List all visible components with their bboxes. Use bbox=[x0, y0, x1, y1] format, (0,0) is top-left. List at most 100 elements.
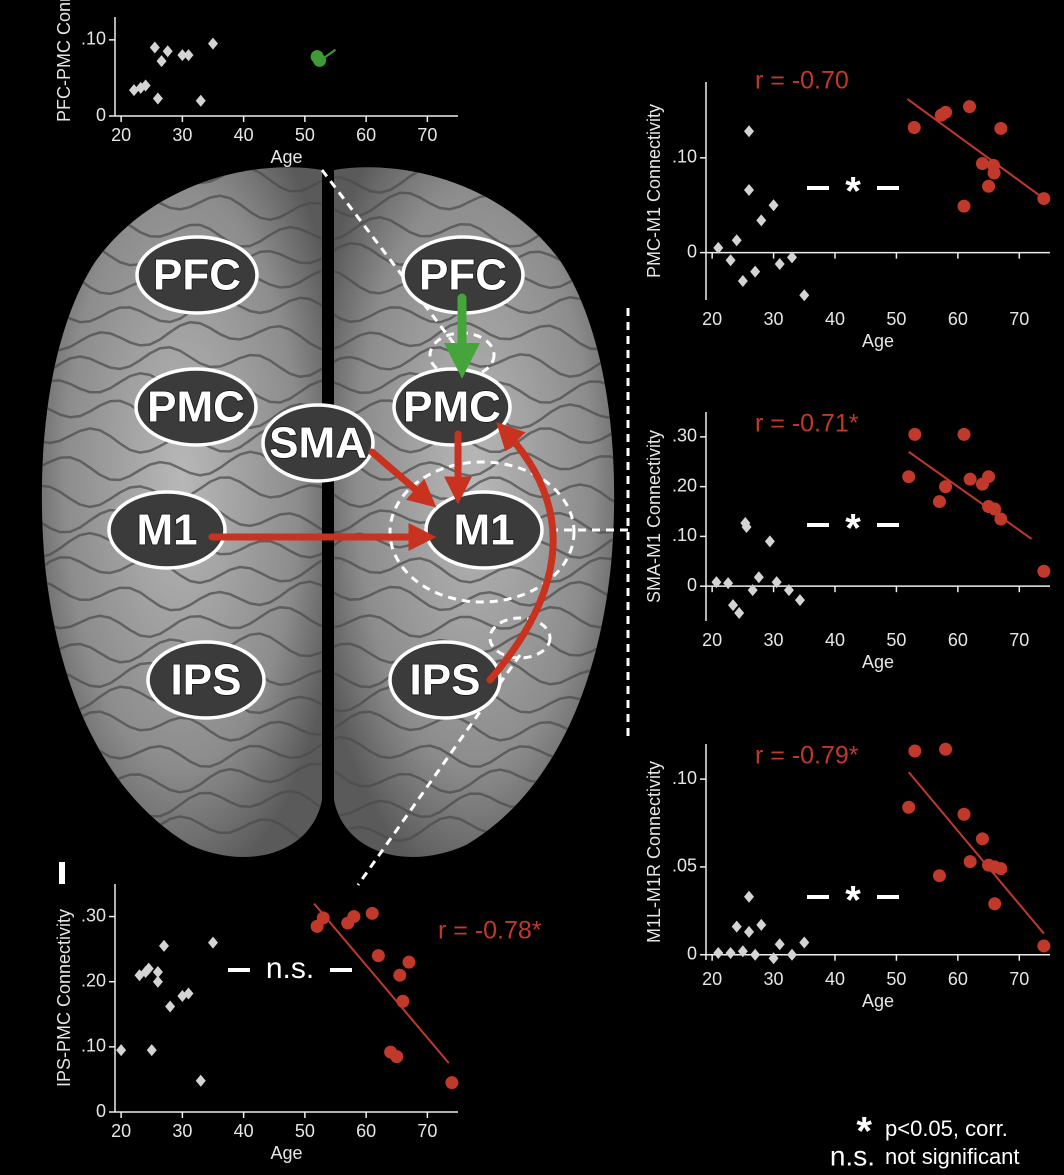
data-point bbox=[734, 607, 745, 620]
data-point bbox=[982, 179, 996, 193]
data-point bbox=[313, 53, 327, 67]
data-point bbox=[183, 49, 194, 62]
data-point bbox=[1037, 564, 1051, 578]
gyrus bbox=[41, 789, 615, 818]
y-axis-label: PMC-M1 Connectivity bbox=[644, 104, 664, 278]
data-point bbox=[737, 945, 748, 958]
data-point bbox=[177, 49, 188, 62]
data-point bbox=[149, 41, 160, 54]
data-point bbox=[1037, 939, 1051, 953]
x-tick-label: 30 bbox=[172, 125, 192, 145]
data-point bbox=[787, 251, 797, 264]
data-point bbox=[744, 184, 754, 197]
x-axis-label: Age bbox=[862, 652, 894, 672]
data-point bbox=[799, 936, 810, 949]
node-shape bbox=[261, 403, 375, 483]
data-point bbox=[195, 1074, 206, 1087]
data-point bbox=[768, 952, 779, 965]
x-tick-label: 50 bbox=[295, 1121, 315, 1141]
data-point bbox=[747, 584, 758, 597]
fit-line bbox=[906, 98, 1045, 200]
data-point bbox=[750, 265, 761, 278]
mask bbox=[340, 30, 470, 70]
data-point bbox=[908, 427, 922, 441]
x-axis-label: Age bbox=[270, 147, 302, 167]
data-point bbox=[723, 577, 734, 590]
data-point bbox=[932, 495, 946, 509]
mark bbox=[59, 862, 65, 884]
node-label: IPS bbox=[171, 656, 242, 705]
x-tick-label: 30 bbox=[764, 969, 784, 989]
data-point bbox=[994, 121, 1008, 135]
y-tick-label: .10 bbox=[672, 525, 697, 545]
data-point bbox=[987, 166, 1001, 180]
x-tick-label: 20 bbox=[702, 309, 722, 329]
data-point bbox=[764, 535, 775, 548]
x-tick-label: 20 bbox=[702, 630, 722, 650]
data-point bbox=[756, 214, 767, 227]
legend-text: not significant bbox=[885, 1144, 1020, 1169]
x-axis-label: Age bbox=[862, 991, 894, 1011]
data-point bbox=[195, 94, 206, 107]
legend-text: p<0.05, corr. bbox=[885, 1116, 1008, 1141]
data-point bbox=[152, 92, 163, 105]
node-shape bbox=[134, 367, 258, 447]
x-tick-label: 40 bbox=[825, 309, 845, 329]
node-label: SMA bbox=[269, 419, 367, 468]
data-point bbox=[988, 897, 1002, 911]
dashed-circle bbox=[488, 616, 552, 660]
gyrus bbox=[41, 815, 615, 845]
significance: * bbox=[845, 879, 861, 923]
data-point bbox=[756, 918, 767, 931]
data-point bbox=[774, 257, 785, 270]
data-point bbox=[774, 938, 785, 951]
data-point bbox=[783, 584, 794, 597]
y-tick-label: .10 bbox=[81, 1036, 106, 1056]
y-tick-label: .10 bbox=[672, 147, 697, 167]
x-axis-label: Age bbox=[862, 331, 894, 351]
x-tick-label: 30 bbox=[764, 309, 784, 329]
y-tick-label: .10 bbox=[81, 29, 106, 49]
data-point bbox=[737, 275, 748, 288]
fit-line bbox=[908, 450, 1033, 540]
data-point bbox=[994, 862, 1008, 876]
data-point bbox=[750, 948, 761, 961]
data-point bbox=[963, 855, 977, 869]
data-point bbox=[713, 946, 724, 959]
x-tick-label: 30 bbox=[764, 630, 784, 650]
data-point bbox=[741, 520, 752, 533]
data-point bbox=[957, 427, 971, 441]
x-tick-label: 40 bbox=[234, 1121, 254, 1141]
data-point bbox=[939, 480, 953, 494]
x-tick-label: 60 bbox=[948, 630, 968, 650]
data-point bbox=[939, 742, 953, 756]
data-point bbox=[140, 79, 151, 92]
data-point bbox=[347, 910, 361, 924]
data-point bbox=[711, 576, 722, 589]
node-label: PMC bbox=[147, 383, 245, 432]
data-point bbox=[982, 470, 996, 484]
data-point bbox=[799, 289, 810, 302]
fit-line bbox=[313, 902, 450, 1064]
data-point bbox=[963, 100, 977, 114]
x-tick-label: 70 bbox=[417, 125, 437, 145]
data-point bbox=[116, 1044, 127, 1057]
chart-title: r = -0.71* bbox=[755, 410, 859, 438]
data-point bbox=[994, 512, 1008, 526]
data-point bbox=[728, 599, 739, 612]
scatter-chart: 0 .10 20 30 40 50 60 70 Age PMC-M1 Connectivity r … bbox=[644, 67, 1051, 351]
data-point bbox=[753, 571, 764, 584]
legend-symbol: n.s. bbox=[830, 1140, 875, 1171]
significance: n.s. bbox=[266, 952, 314, 985]
legend-symbol: * bbox=[856, 1110, 872, 1154]
y-axis-label: M1L-M1R Connectivity bbox=[644, 761, 664, 943]
y-tick-label: .30 bbox=[81, 905, 106, 925]
x-tick-label: 20 bbox=[111, 125, 131, 145]
scatter-chart: 0 .10 .20 .30 20 30 40 50 60 70 Age IPS-PMC Connect… bbox=[54, 884, 542, 1163]
y-tick-label: .05 bbox=[672, 856, 697, 876]
data-point bbox=[143, 962, 154, 975]
x-tick-label: 60 bbox=[356, 1121, 376, 1141]
y-tick-label: 0 bbox=[96, 105, 106, 125]
x-tick-label: 60 bbox=[356, 125, 376, 145]
